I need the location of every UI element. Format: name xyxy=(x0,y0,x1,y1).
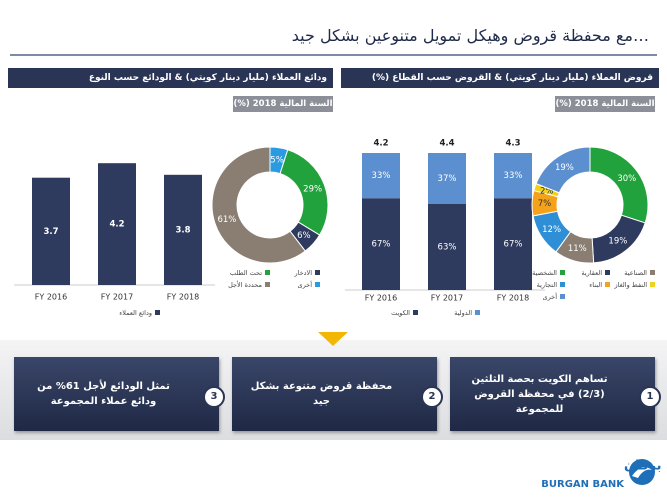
legend-swatch xyxy=(560,294,565,299)
bar-segment xyxy=(494,198,532,290)
callout-number: 1 xyxy=(639,386,661,408)
callout: تمثل الودائع لأجل 61% من ودائع عملاء الم… xyxy=(14,357,225,431)
legend-swatch xyxy=(155,310,160,315)
donut-segment xyxy=(279,149,329,236)
legend-label: أخرى xyxy=(298,280,313,289)
data-label: 29% xyxy=(303,185,322,195)
legend-swatch xyxy=(650,282,655,287)
donut-segment xyxy=(289,221,321,252)
donut-segment xyxy=(269,146,289,175)
legend-swatch xyxy=(560,282,565,287)
bar-segment xyxy=(362,198,400,290)
data-label: 19% xyxy=(608,236,627,246)
legend-label: محددة الأجل xyxy=(228,280,262,289)
legend-swatch xyxy=(650,270,655,275)
bar xyxy=(164,174,202,285)
callout-number: 3 xyxy=(203,386,225,408)
callout-text: تساهم الكويت بحصة الثلثين (2/3) في محفظة… xyxy=(471,373,608,415)
callout: تساهم الكويت بحصة الثلثين (2/3) في محفظة… xyxy=(450,357,661,431)
legend-label: الصناعية xyxy=(624,269,647,277)
x-tick-label: FY 2016 xyxy=(35,293,67,302)
logo-arabic: بنك برقان xyxy=(624,459,667,474)
bar-segment xyxy=(494,153,532,199)
data-label: 3.8 xyxy=(175,225,190,235)
data-label: 33% xyxy=(372,171,391,181)
data-label: 7% xyxy=(538,199,552,209)
legend-label: أخرى xyxy=(543,292,558,301)
legend-label: الشخصية xyxy=(532,269,557,277)
legend-label: ودائع العملاء xyxy=(119,309,152,317)
donut-segment xyxy=(532,210,572,253)
x-tick-label: FY 2016 xyxy=(365,294,397,303)
data-label: 11% xyxy=(568,244,587,254)
donut-segment xyxy=(535,146,591,194)
total-label: 4.3 xyxy=(505,139,520,149)
data-label: 4.2 xyxy=(109,220,124,230)
bar xyxy=(32,177,70,285)
legend-label: الادخار xyxy=(293,269,312,277)
donut-segment xyxy=(591,214,646,264)
data-label: 6% xyxy=(297,231,311,241)
x-tick-label: FY 2017 xyxy=(101,293,133,302)
bar-segment xyxy=(362,153,400,199)
donut-segment xyxy=(589,146,649,224)
x-tick-label: FY 2018 xyxy=(497,294,529,303)
legend-swatch xyxy=(265,282,270,287)
legend-label: العقارية xyxy=(581,269,602,277)
bar xyxy=(98,163,136,285)
panel-subheader: السنة المالية 2018 (%) xyxy=(233,96,333,112)
data-label: 3.7 xyxy=(43,227,58,237)
legend-label: التجارية xyxy=(537,281,558,289)
slide-title: …مع محفظة قروض وهيكل تمويل متنوعين بشكل … xyxy=(291,26,649,45)
legend-swatch xyxy=(315,270,320,275)
data-label: 61% xyxy=(217,215,236,225)
panel-header: قروض العملاء (مليار دينار كويتي) & القرو… xyxy=(341,68,659,88)
legend-swatch xyxy=(560,270,565,275)
data-label: 30% xyxy=(617,174,636,184)
legend-label: البناء xyxy=(589,281,602,289)
data-label: 33% xyxy=(504,171,523,181)
donut-segment xyxy=(555,230,595,264)
title-rule xyxy=(10,54,657,56)
data-label: 37% xyxy=(438,174,457,184)
legend-swatch xyxy=(475,310,480,315)
legend-label: الدولية xyxy=(454,309,472,317)
data-label: 2% xyxy=(540,186,554,196)
bar-segment xyxy=(428,153,466,204)
callout-number: 2 xyxy=(421,386,443,408)
legend-swatch xyxy=(413,310,418,315)
legend-swatch xyxy=(605,282,610,287)
legend-swatch xyxy=(605,270,610,275)
donut-segment xyxy=(211,146,306,264)
logo-icon xyxy=(629,459,655,485)
callout-text: محفظة قروض متنوعة بشكل جيد xyxy=(250,381,393,407)
panel-subheader: السنة المالية 2018 (%) xyxy=(555,96,655,112)
legend-swatch xyxy=(265,270,270,275)
panel-header: ودائع العملاء (مليار دينار كويتي) & الود… xyxy=(8,68,333,88)
data-label: 67% xyxy=(504,240,523,250)
total-label: 4.2 xyxy=(373,139,388,149)
logo-english: BURGAN BANK xyxy=(541,479,625,490)
donut-segment xyxy=(531,189,559,217)
total-label: 4.4 xyxy=(439,139,454,149)
data-label: 5% xyxy=(270,156,284,166)
legend-label: تحت الطلب xyxy=(230,269,262,277)
legend-label: النفط والغاز xyxy=(614,281,648,289)
callout: محفظة قروض متنوعة بشكل جيد 2 xyxy=(232,357,443,431)
callout-text: تمثل الودائع لأجل 61% من ودائع عملاء الم… xyxy=(37,381,170,407)
legend-swatch xyxy=(315,282,320,287)
bar-segment xyxy=(428,203,466,290)
data-label: 67% xyxy=(372,240,391,250)
donut-segment xyxy=(533,183,560,198)
data-label: 63% xyxy=(438,242,457,252)
data-label: 12% xyxy=(542,225,561,235)
x-tick-label: FY 2018 xyxy=(167,293,199,302)
data-label: 19% xyxy=(555,163,574,173)
x-tick-label: FY 2017 xyxy=(431,294,463,303)
legend-label: الكويت xyxy=(391,309,410,317)
